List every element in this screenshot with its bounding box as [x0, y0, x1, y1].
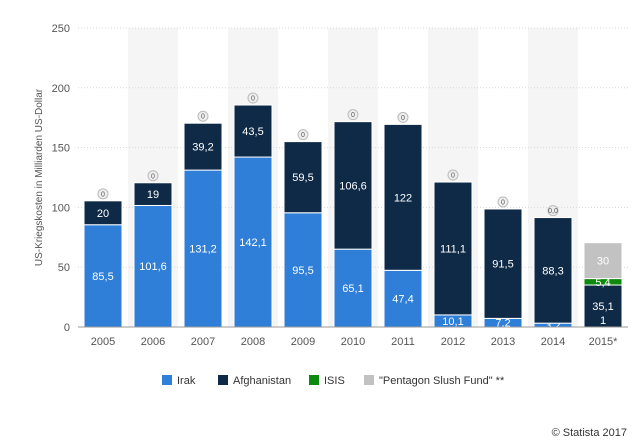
- legend-swatch-1: [218, 375, 228, 385]
- copyright-text: © Statista 2017: [552, 427, 627, 439]
- bar-2008-series-1: [233, 104, 273, 158]
- x-tick-label-2011: 2011: [391, 336, 415, 348]
- data-label-2005-series-1: 20: [97, 208, 109, 220]
- zero-marker-2010: 0: [351, 112, 355, 119]
- zero-marker-bg-2009: [297, 129, 309, 141]
- legend-label-0: Irak: [177, 375, 196, 387]
- y-tick-label-100: 100: [52, 202, 70, 214]
- bar-2015*-series-3: [583, 242, 623, 280]
- zero-marker-bg-2012: [447, 169, 459, 181]
- zero-marker-2007: 0: [201, 114, 205, 121]
- zero-marker-bg-2011: [397, 111, 409, 123]
- data-label-2015*-series-1: 35,1: [592, 301, 613, 313]
- y-tick-label-150: 150: [52, 143, 70, 155]
- bar-2010-series-0: [333, 248, 373, 328]
- data-label-2008-series-1: 43,5: [242, 126, 263, 138]
- data-label-2015*-series-3: 30: [597, 256, 609, 268]
- y-axis-label: US-Kriegskosten in Milliarden US-Dollar: [34, 88, 45, 266]
- legend-label-1: Afghanistan: [233, 375, 291, 387]
- data-label-2012-series-0: 10,1: [442, 316, 463, 328]
- zero-marker-2013: 0: [501, 199, 505, 206]
- data-label-2009-series-1: 59,5: [292, 172, 313, 184]
- data-label-2010-series-0: 65,1: [342, 283, 363, 295]
- x-tick-label-2009: 2009: [291, 336, 315, 348]
- x-tick-label-2013: 2013: [491, 336, 515, 348]
- zero-marker-bg-2005: [97, 188, 109, 200]
- x-tick-label-2015*: 2015*: [589, 336, 618, 348]
- x-tick-label-2005: 2005: [91, 336, 115, 348]
- zero-marker-2012: 0: [451, 173, 455, 180]
- x-tick-label-2010: 2010: [341, 336, 365, 348]
- x-tick-label-2007: 2007: [191, 336, 215, 348]
- data-label-2006-series-1: 19: [147, 189, 159, 201]
- data-label-2009-series-0: 95,5: [292, 265, 313, 277]
- bar-2013-series-1: [483, 208, 523, 319]
- zero-marker-2005: 0: [101, 191, 105, 198]
- y-tick-label-200: 200: [52, 83, 70, 95]
- legend-label-3: "Pentagon Slush Fund" **: [379, 375, 505, 387]
- data-label-2014-series-1: 88,3: [542, 265, 563, 277]
- data-label-2007-series-0: 131,2: [189, 244, 217, 256]
- bar-2012-series-1: [433, 181, 473, 316]
- y-tick-label-0: 0: [64, 322, 70, 334]
- x-tick-label-2008: 2008: [241, 336, 265, 348]
- data-label-2005-series-0: 85,5: [92, 271, 113, 283]
- bar-2006-series-1: [133, 182, 173, 206]
- x-tick-label-2012: 2012: [441, 336, 465, 348]
- bar-2010-series-1: [333, 121, 373, 250]
- zero-marker-2008: 0: [251, 96, 255, 103]
- bar-2014-series-1: [533, 217, 573, 324]
- bar-2007-series-1: [183, 122, 223, 171]
- data-label-2010-series-1: 106,6: [339, 180, 367, 192]
- legend-swatch-3: [364, 375, 374, 385]
- data-label-2008-series-0: 142,1: [239, 237, 267, 249]
- zero-marker-bg-2008: [247, 92, 259, 104]
- data-label-2011-series-0: 47,4: [392, 294, 413, 306]
- x-tick-label-2014: 2014: [541, 336, 565, 348]
- legend-swatch-0: [162, 375, 172, 385]
- bar-2009-series-1: [283, 141, 323, 214]
- zero-marker-2006: 0: [151, 173, 155, 180]
- y-tick-label-50: 50: [58, 262, 70, 274]
- data-label-2013-series-1: 91,5: [492, 259, 513, 271]
- y-tick-label-250: 250: [52, 23, 70, 35]
- zero-marker-2011: 0: [401, 115, 405, 122]
- legend-swatch-2: [309, 375, 319, 385]
- data-label-2011-series-1: 122: [394, 192, 412, 204]
- zero-marker-2009: 0: [301, 132, 305, 139]
- bar-2005-series-1: [83, 200, 123, 226]
- x-tick-label-2006: 2006: [141, 336, 165, 348]
- zero-marker-bg-2014: [547, 205, 559, 217]
- bar-2008-series-0: [233, 156, 273, 328]
- legend-label-2: ISIS: [324, 375, 345, 387]
- zero-marker-bg-2013: [497, 196, 509, 208]
- data-label-2015-bottom: 1: [600, 315, 606, 327]
- zero-marker-bg-2007: [197, 110, 209, 122]
- data-label-2015*-series-2: 5,4: [595, 277, 610, 289]
- data-label-2007-series-1: 39,2: [192, 142, 213, 154]
- bar-2011-series-1: [383, 123, 423, 271]
- data-label-2013-series-0: 7,2: [495, 318, 510, 330]
- zero-marker-2014: 0,0: [548, 208, 558, 215]
- zero-marker-bg-2006: [147, 170, 159, 182]
- data-label-2012-series-1: 111,1: [440, 243, 466, 255]
- data-label-2006-series-0: 101,6: [139, 261, 167, 273]
- zero-marker-bg-2010: [347, 109, 359, 121]
